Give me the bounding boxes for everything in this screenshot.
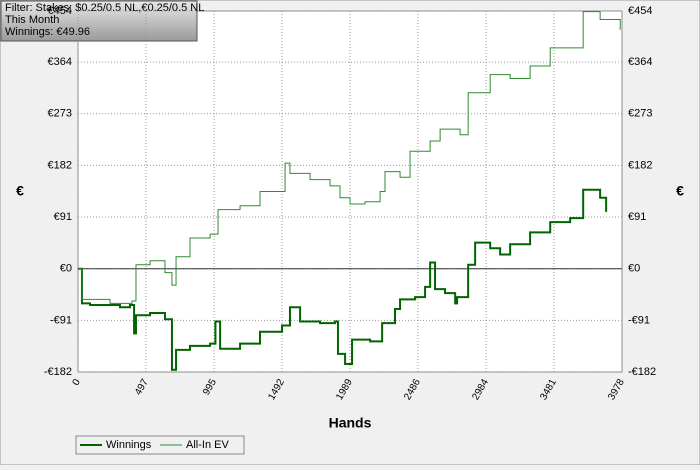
y-tick-label: €0 xyxy=(60,263,72,275)
y-tick-label-right: €364 xyxy=(628,56,652,68)
y-tick-label: -€91 xyxy=(50,314,72,326)
filter-text: This Month xyxy=(5,14,59,26)
y-axis-label-right: € xyxy=(676,183,684,199)
filter-text: Filter: Stakes: $0.25/0.5 NL,€0.25/0.5 N… xyxy=(5,2,204,14)
y-axis-label: € xyxy=(16,183,24,199)
legend-label: Winnings xyxy=(106,439,152,451)
y-tick-label-right: €91 xyxy=(628,211,646,223)
y-tick-label-right: €273 xyxy=(628,108,652,120)
y-tick-label-right: €182 xyxy=(628,159,652,171)
legend-label: All-In EV xyxy=(186,439,229,451)
y-tick-label-right: -€182 xyxy=(628,366,656,378)
y-tick-label-right: €454 xyxy=(628,5,652,17)
y-tick-label-right: -€91 xyxy=(628,314,650,326)
y-tick-label: -€182 xyxy=(44,366,72,378)
y-tick-label: €91 xyxy=(54,211,72,223)
series-line xyxy=(78,11,621,304)
y-tick-label-right: €0 xyxy=(628,263,640,275)
x-axis-label: Hands xyxy=(329,415,372,431)
y-tick-label: €273 xyxy=(48,108,72,120)
x-tick-label: 0 xyxy=(71,377,84,388)
y-tick-label: €364 xyxy=(48,56,72,68)
filter-text: Winnings: €49.96 xyxy=(5,26,90,38)
y-tick-label: €182 xyxy=(48,159,72,171)
filter-box xyxy=(0,0,198,42)
series-line xyxy=(78,188,608,371)
y-tick-label: €454 xyxy=(48,5,72,17)
